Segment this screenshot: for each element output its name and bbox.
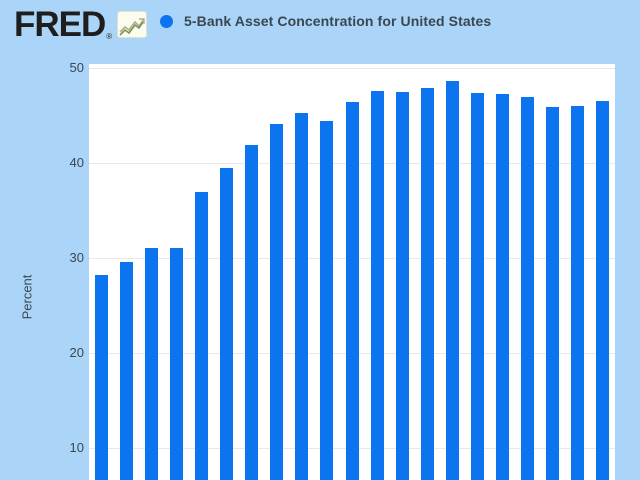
- y-tick-label-10: 10: [69, 440, 84, 455]
- series-legend-dot-icon: [160, 14, 173, 28]
- bar-12[interactable]: [370, 90, 384, 480]
- bar-9[interactable]: [295, 112, 309, 480]
- bar-5[interactable]: [195, 192, 209, 480]
- bar-2[interactable]: [120, 261, 134, 480]
- bar-1[interactable]: [95, 275, 109, 480]
- bar-15[interactable]: [445, 81, 459, 480]
- bar-13[interactable]: [395, 91, 409, 480]
- legend-item[interactable]: 5-Bank Asset Concentration for United St…: [160, 13, 491, 29]
- fred-logo[interactable]: FRED ®: [14, 5, 148, 46]
- bar-11[interactable]: [345, 102, 359, 480]
- header: FRED ® 5-Bank Asset Concentration for Un…: [0, 0, 640, 56]
- bar-10[interactable]: [320, 121, 334, 480]
- bar-14[interactable]: [420, 87, 434, 480]
- bar-7[interactable]: [245, 144, 259, 480]
- bar-6[interactable]: [220, 167, 234, 480]
- y-tick-label-30: 30: [69, 250, 84, 265]
- y-tick-label-40: 40: [69, 155, 84, 170]
- bar-20[interactable]: [570, 106, 584, 480]
- bar-18[interactable]: [520, 97, 534, 480]
- fred-logo-text: FRED: [14, 5, 106, 44]
- registered-trademark-symbol: ®: [106, 32, 113, 41]
- bar-16[interactable]: [470, 92, 484, 480]
- gridline-50: [89, 68, 615, 69]
- bar-21[interactable]: [595, 101, 609, 480]
- y-axis-title: Percent: [19, 274, 35, 320]
- y-tick-label-50: 50: [69, 60, 84, 75]
- plot-area: [89, 64, 615, 480]
- bar-19[interactable]: [545, 106, 559, 480]
- fred-sparkline-icon: [117, 11, 148, 38]
- bar-4[interactable]: [170, 247, 184, 480]
- bar-17[interactable]: [495, 93, 509, 480]
- bar-3[interactable]: [145, 247, 159, 480]
- series-title: 5-Bank Asset Concentration for United St…: [184, 13, 492, 29]
- bar-8[interactable]: [270, 124, 284, 480]
- y-tick-label-20: 20: [69, 345, 84, 360]
